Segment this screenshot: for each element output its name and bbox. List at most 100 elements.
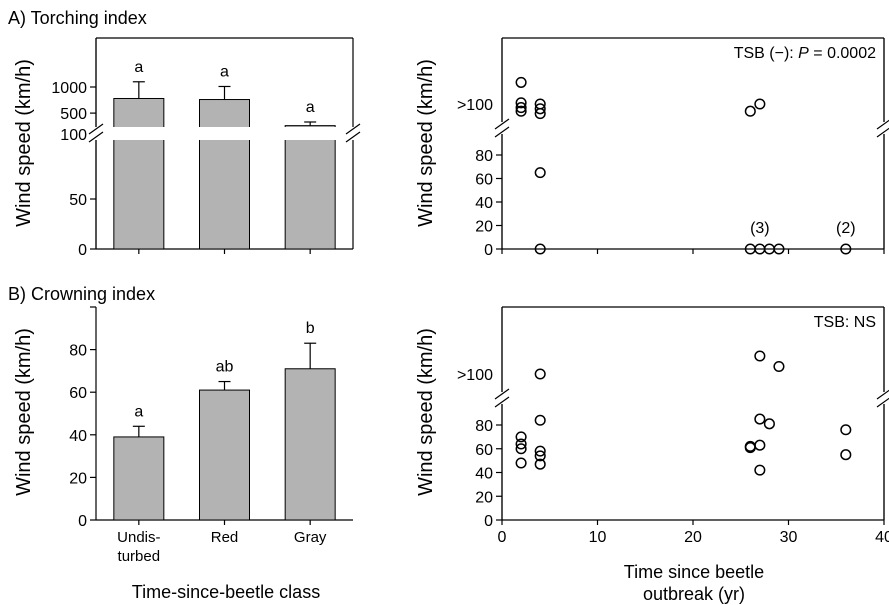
axis-break-right-slash <box>345 123 361 143</box>
bar <box>113 436 165 521</box>
data-point <box>515 438 527 450</box>
data-point-high <box>515 97 527 109</box>
y-tick-label: 60 <box>69 385 87 402</box>
significance-letter: a <box>134 403 143 420</box>
y-tick-label: 100 <box>60 127 87 144</box>
data-point <box>534 445 546 457</box>
axis-break-left-gap <box>88 128 104 138</box>
y-tick-label: 1000 <box>51 80 87 97</box>
xlabel-scatter-line1: Time since beetle <box>624 562 764 582</box>
xlabel-bar: Time-since-beetle class <box>132 582 320 602</box>
x-tick-label: 20 <box>684 529 702 546</box>
data-point <box>534 167 546 179</box>
axis-break-left-slash <box>88 123 104 143</box>
panel-b-bar-chart: 0 20 40 60 80 a Undis-turbed ab Red b Gray <box>69 306 353 565</box>
data-point <box>515 443 527 455</box>
x-tick-label: 10 <box>589 529 607 546</box>
axis-break-left-gap <box>494 393 510 403</box>
data-point <box>534 458 546 470</box>
data-point-high <box>754 350 766 362</box>
axis-break-right-gap <box>876 123 889 133</box>
data-point <box>534 450 546 462</box>
bar <box>284 125 336 250</box>
data-point <box>754 464 766 476</box>
significance-letter: ab <box>216 359 234 376</box>
y-tick-label: 0 <box>484 513 493 530</box>
y-tick-label-high: >100 <box>457 97 493 114</box>
y-tick-label: 60 <box>475 172 493 189</box>
data-point <box>773 243 785 255</box>
ylabel-a-scatter: Wind speed (km/h) <box>415 59 437 227</box>
data-point-high <box>515 102 527 114</box>
significance-letter: a <box>306 99 315 116</box>
y-tick-label: 80 <box>475 418 493 435</box>
panel-a-bar-chart: 100 500 1000 0 50 a a a <box>51 37 382 259</box>
bar <box>284 368 336 521</box>
y-tick-label: 40 <box>475 195 493 212</box>
x-tick-label: 0 <box>498 529 507 546</box>
data-point-high <box>754 98 766 110</box>
axis-break-right-gap <box>876 393 889 403</box>
data-point <box>754 413 766 425</box>
data-point <box>840 449 852 461</box>
axis-break-left-gap <box>494 123 510 133</box>
significance-annotation: TSB: NS <box>814 314 876 331</box>
y-tick-label: 500 <box>60 106 87 123</box>
data-point <box>534 243 546 255</box>
data-point-high <box>773 360 785 373</box>
bar <box>199 99 250 250</box>
data-point <box>840 243 852 255</box>
y-tick-label: 0 <box>78 513 87 530</box>
data-point-high <box>515 105 527 117</box>
data-point-high <box>515 76 527 88</box>
axis-break-left-slash <box>494 388 510 408</box>
panel-a-scatter-chart: 0 20 40 60 80 >100 (3) (2) TSB (−): P = 0.0002 <box>457 37 889 259</box>
ylabel-a-bar: Wind speed (km/h) <box>13 59 35 227</box>
significance-letter: a <box>220 63 229 80</box>
count-label: (2) <box>836 220 856 237</box>
axis-break-band <box>492 392 889 404</box>
category-label: turbed <box>118 548 161 565</box>
count-label: (3) <box>750 220 770 237</box>
data-point <box>763 418 775 430</box>
y-tick-label: 20 <box>475 489 493 506</box>
x-tick-label: 40 <box>875 529 889 546</box>
axis-break-band <box>492 122 889 134</box>
ylabel-b-bar: Wind speed (km/h) <box>13 328 35 496</box>
significance-letter: a <box>134 59 143 76</box>
y-tick-label: 0 <box>78 242 87 259</box>
data-point <box>754 439 766 451</box>
data-point <box>515 457 527 469</box>
y-tick-label: 60 <box>475 442 493 459</box>
y-tick-label: 80 <box>475 148 493 165</box>
category-label: Undis- <box>117 529 160 546</box>
data-point-high <box>744 105 756 117</box>
data-point <box>840 424 852 436</box>
x-tick-label: 30 <box>780 529 798 546</box>
axis-break-right-gap <box>345 128 361 138</box>
category-label: Red <box>211 529 239 546</box>
panel-a-title: A) Torching index <box>8 8 147 28</box>
ylabel-b-scatter: Wind speed (km/h) <box>415 328 437 496</box>
data-point-high <box>534 108 546 120</box>
data-point <box>515 431 527 443</box>
y-tick-label: 40 <box>475 466 493 483</box>
y-tick-label: 80 <box>69 343 87 360</box>
category-label: Gray <box>294 529 327 546</box>
y-tick-label: 20 <box>475 219 493 236</box>
significance-letter: b <box>306 320 315 337</box>
y-tick-label-high: >100 <box>457 367 493 384</box>
panel-b-scatter-chart: 0 20 40 60 80 >100 0 10 20 30 40 TSB: NS <box>457 306 889 546</box>
y-tick-label: 0 <box>484 242 493 259</box>
panel-b-title: B) Crowning index <box>8 284 155 304</box>
y-tick-label: 20 <box>69 470 87 487</box>
data-point-high <box>534 103 546 115</box>
axis-break-left-slash <box>494 118 510 138</box>
bar <box>199 389 250 521</box>
bar <box>113 97 165 250</box>
axis-break-band <box>95 127 382 140</box>
significance-annotation: TSB (−): P = 0.0002 <box>734 45 876 62</box>
xlabel-scatter-line2: outbreak (yr) <box>643 584 745 604</box>
y-tick-label: 40 <box>69 428 87 445</box>
